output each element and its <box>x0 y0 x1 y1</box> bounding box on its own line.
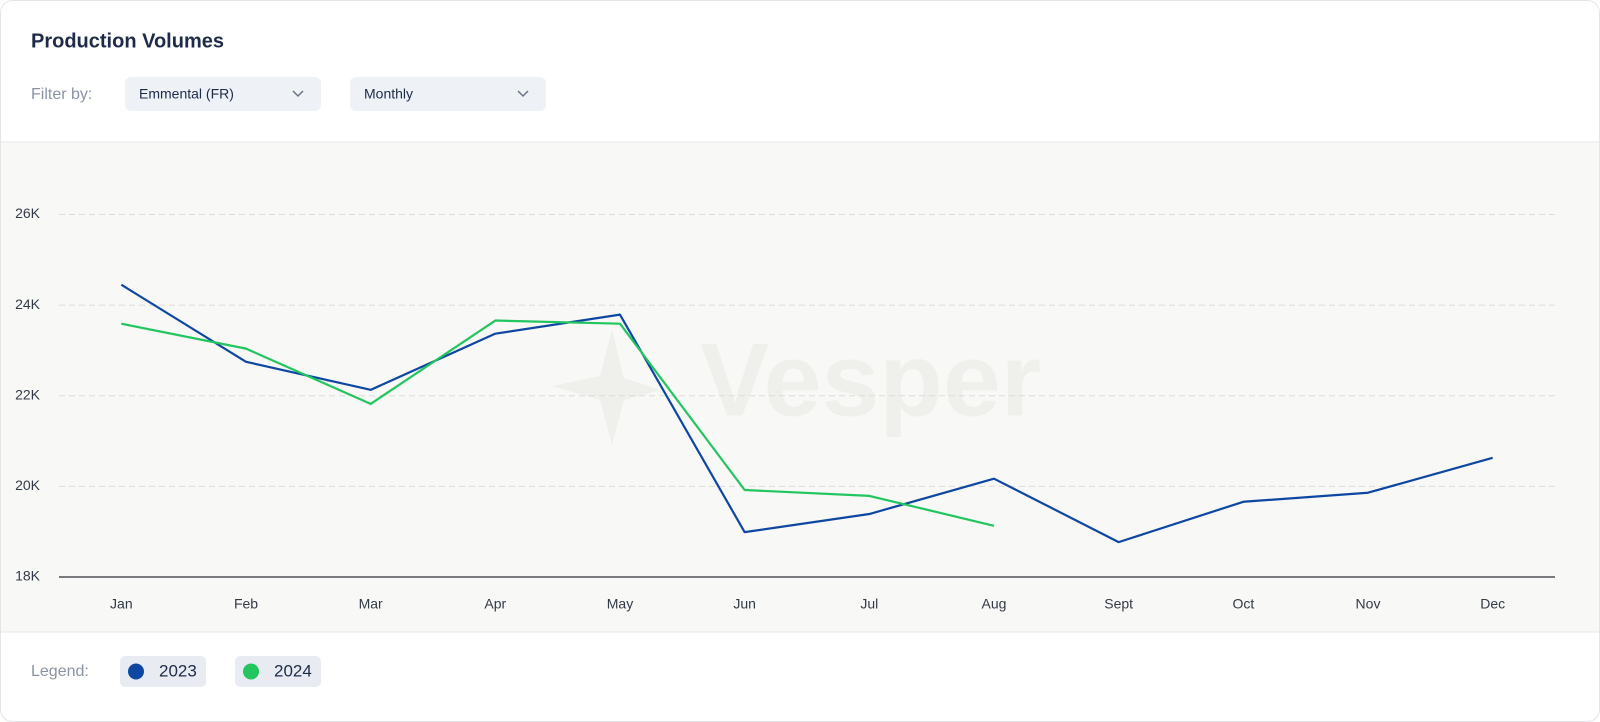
legend-swatch <box>243 663 259 680</box>
legend-chip[interactable] <box>120 656 206 687</box>
x-tick-label: May <box>607 596 633 612</box>
dropdown-box[interactable] <box>125 77 321 111</box>
legend-item[interactable]: 2023 <box>120 656 206 687</box>
x-tick-label: Jun <box>733 596 756 612</box>
x-tick-label: Feb <box>234 596 258 612</box>
dropdown[interactable]: Monthly <box>350 77 546 111</box>
legend-chip[interactable] <box>235 656 321 687</box>
legend-label: Legend: <box>31 663 89 680</box>
x-tick-label: Nov <box>1356 596 1381 612</box>
legend-text[interactable]: 2024 <box>274 661 312 680</box>
filter-label: Filter by: <box>31 86 92 103</box>
line-series <box>120 283 1493 544</box>
dropdown-value[interactable]: Emmental (FR) <box>139 86 234 102</box>
watermark-logo <box>552 330 660 445</box>
chevron[interactable] <box>292 90 304 98</box>
dropdown[interactable]: Emmental (FR) <box>125 77 321 111</box>
chart-background <box>1 142 1599 632</box>
x-tick-label: Jan <box>110 596 133 612</box>
x-tick-label: Sept <box>1104 596 1133 612</box>
dropdown-box[interactable] <box>350 77 546 111</box>
legend-text[interactable]: 2023 <box>159 661 197 680</box>
y-tick-label: 24K <box>15 296 41 312</box>
line-series <box>121 319 995 527</box>
y-tick-label: 18K <box>15 568 41 584</box>
x-tick-label: Oct <box>1232 596 1254 612</box>
x-tick-label: Jul <box>860 596 878 612</box>
x-tick-label: Apr <box>484 596 506 612</box>
x-tick-label: Aug <box>982 596 1007 612</box>
y-tick-label: 22K <box>15 386 41 402</box>
x-tick-label: Dec <box>1480 596 1505 612</box>
x-tick-label: Mar <box>359 596 383 612</box>
y-tick-label: 26K <box>15 205 41 221</box>
y-tick-label: 20K <box>15 477 41 493</box>
title: Production Volumes <box>31 30 224 52</box>
watermark: Vesper <box>700 322 1041 438</box>
chevron[interactable] <box>517 90 529 98</box>
dropdown-value[interactable]: Monthly <box>364 86 413 102</box>
legend-item[interactable]: 2024 <box>235 656 321 687</box>
legend-swatch <box>128 663 144 680</box>
